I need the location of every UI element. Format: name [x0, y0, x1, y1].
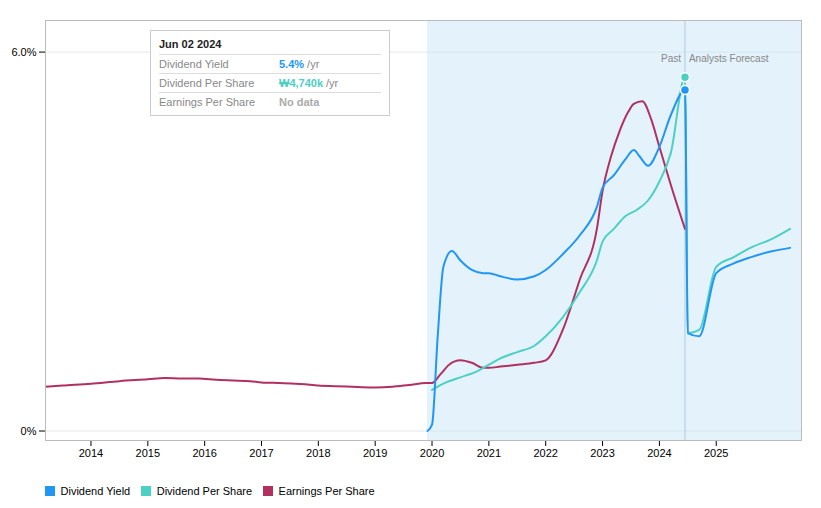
html-text:5.4% /yr: 5.4% /yr: [279, 58, 320, 70]
svg-text:6.0%: 6.0%: [11, 46, 36, 58]
svg-text:2020: 2020: [420, 447, 444, 459]
html-text:Jun 02 2024: Jun 02 2024: [159, 38, 222, 50]
html-text:Dividend Per Share: Dividend Per Share: [156, 484, 253, 497]
html-text:Dividend Yield: Dividend Yield: [60, 484, 131, 497]
html-text:No data: No data: [279, 96, 320, 108]
svg-text:2019: 2019: [363, 447, 387, 459]
svg-text:2017: 2017: [249, 447, 273, 459]
html-text:₩4,740k /yr: ₩4,740k /yr: [279, 77, 339, 89]
svg-text:Past: Past: [661, 53, 681, 64]
svg-text:2016: 2016: [192, 447, 216, 459]
svg-text:Analysts Forecast: Analysts Forecast: [689, 53, 769, 64]
svg-text:2015: 2015: [136, 447, 160, 459]
html-text:Dividend Yield: Dividend Yield: [159, 58, 229, 70]
html-text:Earnings Per Share: Earnings Per Share: [159, 96, 255, 108]
svg-text:2025: 2025: [704, 447, 728, 459]
svg-text:2023: 2023: [590, 447, 614, 459]
html-text:Dividend Per Share: Dividend Per Share: [159, 77, 255, 89]
svg-text:2022: 2022: [533, 447, 557, 459]
html-text:Earnings Per Share: Earnings Per Share: [278, 484, 375, 497]
svg-text:2021: 2021: [477, 447, 501, 459]
svg-text:2014: 2014: [79, 447, 103, 459]
svg-text:0%: 0%: [21, 425, 37, 437]
svg-text:2024: 2024: [647, 447, 671, 459]
svg-text:2018: 2018: [306, 447, 330, 459]
